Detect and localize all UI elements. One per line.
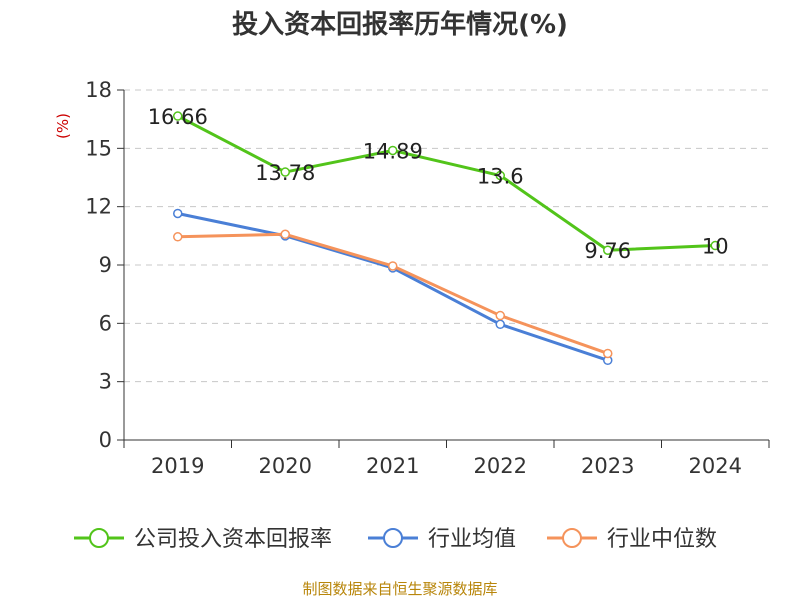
data-point — [603, 245, 613, 255]
data-point — [388, 261, 398, 271]
x-tick-label: 2021 — [366, 454, 419, 478]
y-tick-label: 9 — [99, 253, 112, 277]
series-lines — [173, 111, 720, 366]
data-point — [280, 229, 290, 240]
y-tick-label: 18 — [85, 78, 112, 102]
y-tick-label: 12 — [85, 195, 112, 219]
legend-swatch-marker — [562, 528, 582, 548]
data-point — [710, 240, 720, 251]
x-tick-label: 2022 — [474, 454, 527, 478]
axes: 0 3 6 9 12 15 18 2019 2020 2021 2022 2023 2024 — [85, 78, 770, 478]
legend-swatch-marker — [89, 528, 109, 548]
data-point — [603, 348, 613, 359]
data-label: 10 — [702, 235, 729, 259]
legend-label: 行业中位数 — [607, 527, 717, 552]
data-label: 14.89 — [363, 139, 423, 163]
data-point — [388, 145, 398, 156]
y-tick-label: 6 — [99, 311, 112, 335]
data-labels: 16.66 13.78 14.89 13.6 9.76 10 — [148, 105, 729, 263]
series-line — [177, 232, 609, 355]
data-label: 9.76 — [584, 239, 631, 263]
data-point — [495, 310, 505, 321]
legend-item[interactable]: 公司投入资本回报率 — [74, 527, 332, 552]
data-point — [495, 170, 505, 181]
data-label: 13.6 — [477, 165, 524, 189]
y-tick-label: 3 — [99, 370, 112, 394]
y-tick-label: 0 — [99, 428, 112, 452]
x-tick-label: 2024 — [689, 454, 742, 478]
x-tick-label: 2019 — [151, 454, 204, 478]
data-point — [495, 319, 505, 330]
data-point — [173, 208, 183, 219]
y-tick-label: 15 — [85, 136, 112, 160]
legend-swatch-marker — [383, 528, 403, 548]
legend-label: 公司投入资本回报率 — [134, 527, 332, 552]
legend-item[interactable]: 行业均值 — [368, 527, 516, 552]
legend[interactable]: 公司投入资本回报率 行业均值 行业中位数 — [74, 527, 717, 552]
data-label: 16.66 — [148, 105, 208, 129]
legend-item[interactable]: 行业中位数 — [547, 527, 717, 552]
data-point — [173, 232, 183, 242]
y-axis-unit: (%) — [54, 113, 72, 139]
series-line — [177, 114, 716, 252]
data-label: 13.78 — [255, 161, 315, 185]
gridlines — [124, 89, 769, 383]
x-tick-label: 2023 — [581, 454, 634, 478]
legend-label: 行业均值 — [428, 527, 516, 552]
source-note: 制图数据来自恒生聚源数据库 — [302, 580, 497, 598]
x-tick-label: 2020 — [259, 454, 312, 478]
data-point — [280, 167, 290, 177]
data-point — [173, 111, 183, 121]
chart-title: 投入资本回报率历年情况(%) — [232, 9, 568, 40]
